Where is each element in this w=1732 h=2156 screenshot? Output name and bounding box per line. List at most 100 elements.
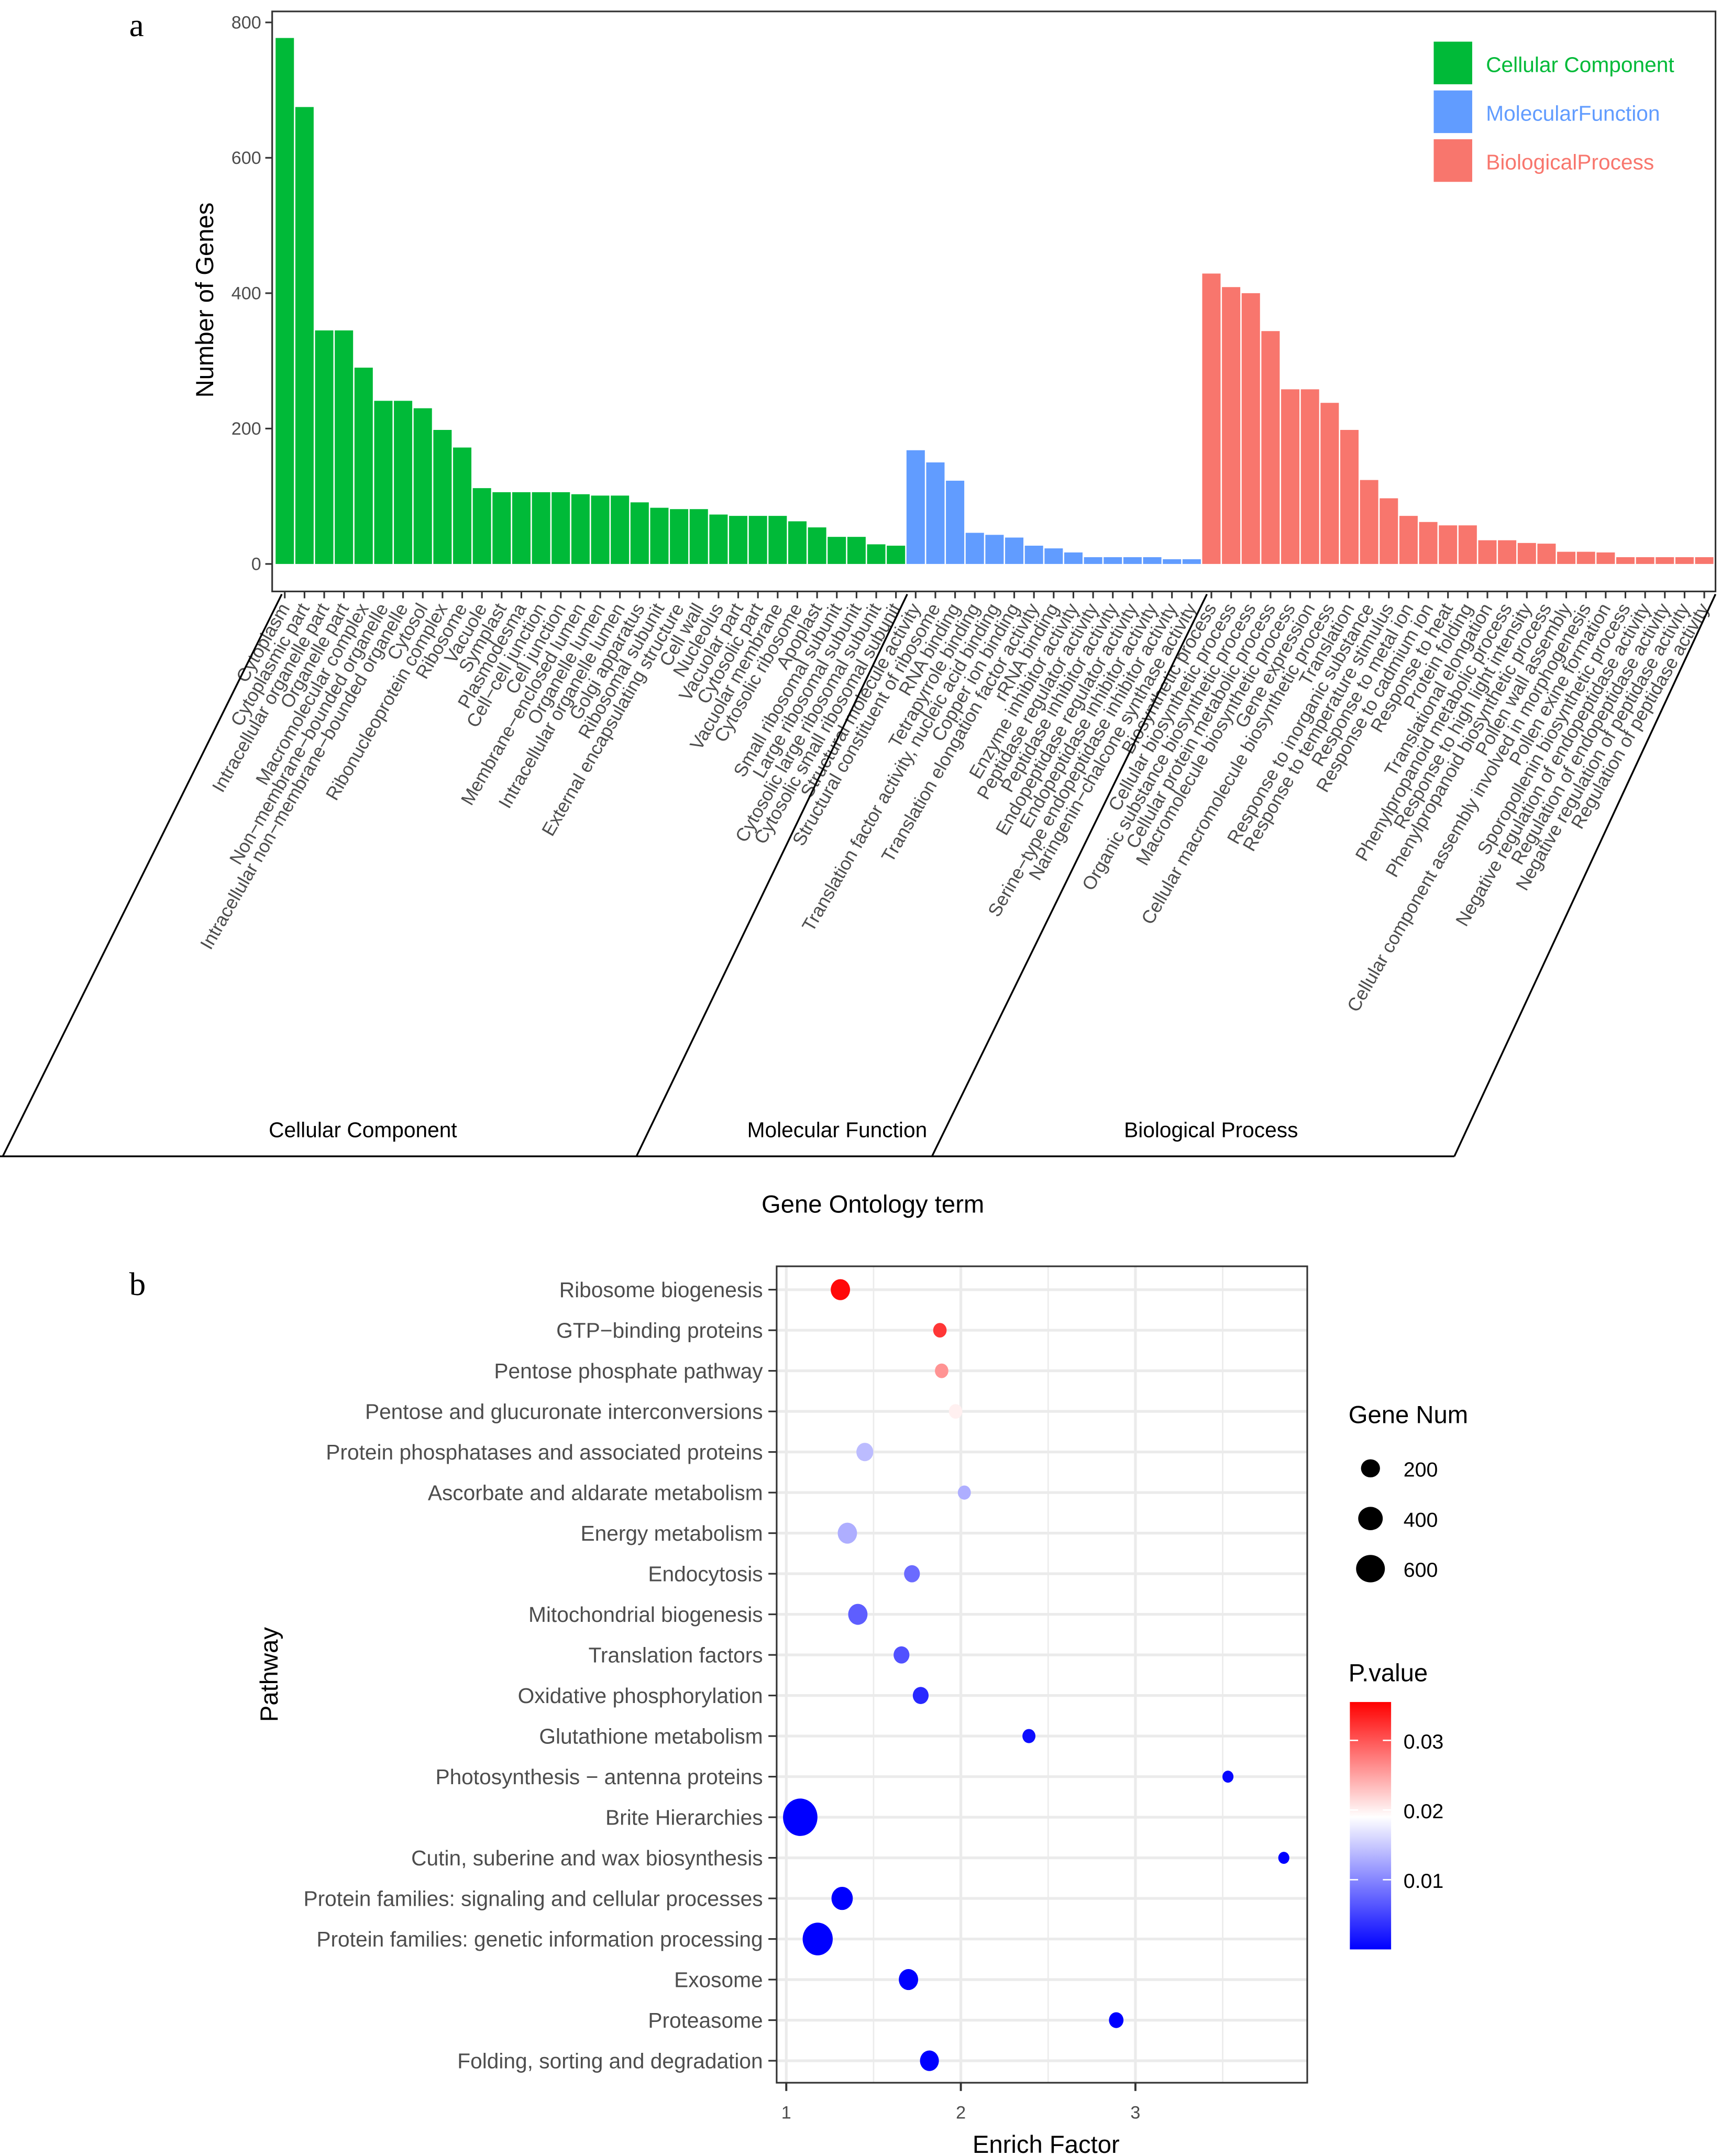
size-legend-label: 200: [1404, 1458, 1438, 1481]
point: [802, 1922, 833, 1955]
point: [837, 1522, 857, 1544]
bracket-divider: [2, 593, 283, 1157]
pathway-label: Mitochondrial biogenesis: [528, 1602, 763, 1627]
bar-26: [768, 516, 787, 564]
y-axis: 0 200 400 600 800: [231, 13, 272, 574]
bar-48: [1202, 273, 1221, 564]
bar-51: [1261, 331, 1280, 564]
pathway-label: Pentose and glucuronate interconversions: [365, 1400, 763, 1424]
point: [1022, 1729, 1036, 1743]
pathway-label: Proteasome: [648, 2008, 763, 2032]
bar-15: [551, 492, 570, 564]
y-tick-label: 400: [231, 284, 261, 304]
pathway-label: Translation factors: [589, 1643, 763, 1667]
pathway-label: Brite Hierarchies: [605, 1806, 763, 1830]
point: [933, 1323, 947, 1338]
bar-38: [1005, 537, 1024, 564]
bar-14: [532, 492, 550, 564]
bars: [275, 38, 1714, 564]
bar-59: [1419, 522, 1438, 564]
bar-17: [591, 495, 610, 564]
bracket-divider: [931, 593, 1208, 1157]
bar-49: [1222, 287, 1241, 564]
axes: Ribosome biogenesis GTP−binding proteins P…: [303, 1278, 1140, 2122]
pathway-label: Protein phosphatases and associated prot…: [326, 1440, 763, 1464]
bar-52: [1281, 389, 1300, 564]
bar-58: [1399, 516, 1418, 564]
size-legend-circle: [1361, 1459, 1380, 1478]
pathway-label: Protein families: genetic information pr…: [316, 1927, 763, 1951]
bar-40: [1044, 548, 1063, 564]
group-label: Biological Process: [1124, 1118, 1298, 1142]
legend-swatch: [1433, 90, 1472, 134]
pathway-label: Ascorbate and aldarate metabolism: [428, 1481, 763, 1505]
bar-34: [926, 462, 945, 564]
pathway-label: Cutin, suberine and wax biosynthesis: [411, 1846, 763, 1870]
point: [899, 1969, 919, 1991]
group-label: Cellular Component: [269, 1118, 457, 1142]
size-legend-label: 400: [1404, 1508, 1438, 1531]
x-axis-title: Gene Ontology term: [762, 1191, 984, 1219]
bar-67: [1576, 551, 1595, 564]
bar-69: [1616, 557, 1635, 564]
color-legend-title: P.value: [1349, 1660, 1428, 1687]
colorbar-label: 0.01: [1404, 1870, 1444, 1893]
bar-23: [709, 514, 728, 564]
point: [935, 1363, 948, 1378]
bar-10: [453, 447, 472, 564]
pathway-label: GTP−binding proteins: [556, 1319, 763, 1343]
bar-72: [1675, 557, 1694, 564]
bar-31: [867, 544, 886, 564]
bar-64: [1517, 543, 1536, 564]
plot-panel-b: [776, 1266, 1307, 2083]
bar-57: [1380, 498, 1398, 564]
bar-65: [1537, 544, 1556, 564]
pathway-label: Oxidative phosphorylation: [518, 1684, 763, 1708]
bar-70: [1636, 557, 1654, 564]
pathway-label: Energy metabolism: [581, 1521, 763, 1545]
pathway-label: Folding, sorting and degradation: [457, 2049, 763, 2073]
point: [848, 1604, 868, 1625]
bar-6: [374, 401, 393, 564]
y-tick-label: 0: [251, 555, 261, 574]
bar-7: [394, 401, 413, 564]
colorbar-label: 0.02: [1404, 1800, 1444, 1823]
legend-b: Gene Num P.value 200 400 600 0.03 0.02 0.01: [1349, 1401, 1468, 1950]
bar-24: [729, 516, 748, 564]
bar-50: [1241, 293, 1260, 564]
y-axis-title: Number of Genes: [191, 203, 219, 398]
bar-41: [1064, 552, 1083, 564]
kegg-dot-plot: Ribosome biogenesis GTP−binding proteins P…: [256, 1265, 1468, 2156]
bar-55: [1340, 429, 1359, 564]
bar-47: [1182, 559, 1201, 564]
y-tick-label: 200: [231, 419, 261, 439]
bar-46: [1163, 559, 1182, 564]
legend-label: Cellular Component: [1486, 52, 1674, 76]
y-tick-label: 800: [231, 13, 261, 33]
bar-43: [1104, 557, 1122, 564]
point: [783, 1798, 818, 1836]
bar-61: [1458, 525, 1477, 564]
bar-42: [1084, 557, 1102, 564]
legend-label: MolecularFunction: [1486, 101, 1660, 125]
x-tick-label: 1: [781, 2103, 791, 2122]
panel-label-a: a: [129, 7, 144, 43]
point: [1278, 1852, 1289, 1864]
point: [856, 1443, 874, 1462]
legend-swatch: [1433, 41, 1472, 84]
bar-1: [275, 38, 294, 564]
size-legend-circle: [1358, 1507, 1383, 1530]
point: [912, 1687, 929, 1705]
bar-32: [887, 545, 906, 564]
bar-29: [828, 537, 846, 564]
bar-22: [689, 509, 708, 564]
bar-68: [1596, 552, 1615, 564]
legend-swatch: [1433, 139, 1472, 182]
bar-37: [985, 535, 1004, 564]
pathway-label: Pentose phosphate pathway: [494, 1359, 763, 1383]
pathway-label: Photosynthesis − antenna proteins: [435, 1765, 763, 1789]
x-axis-title-b: Enrich Factor: [973, 2131, 1120, 2156]
